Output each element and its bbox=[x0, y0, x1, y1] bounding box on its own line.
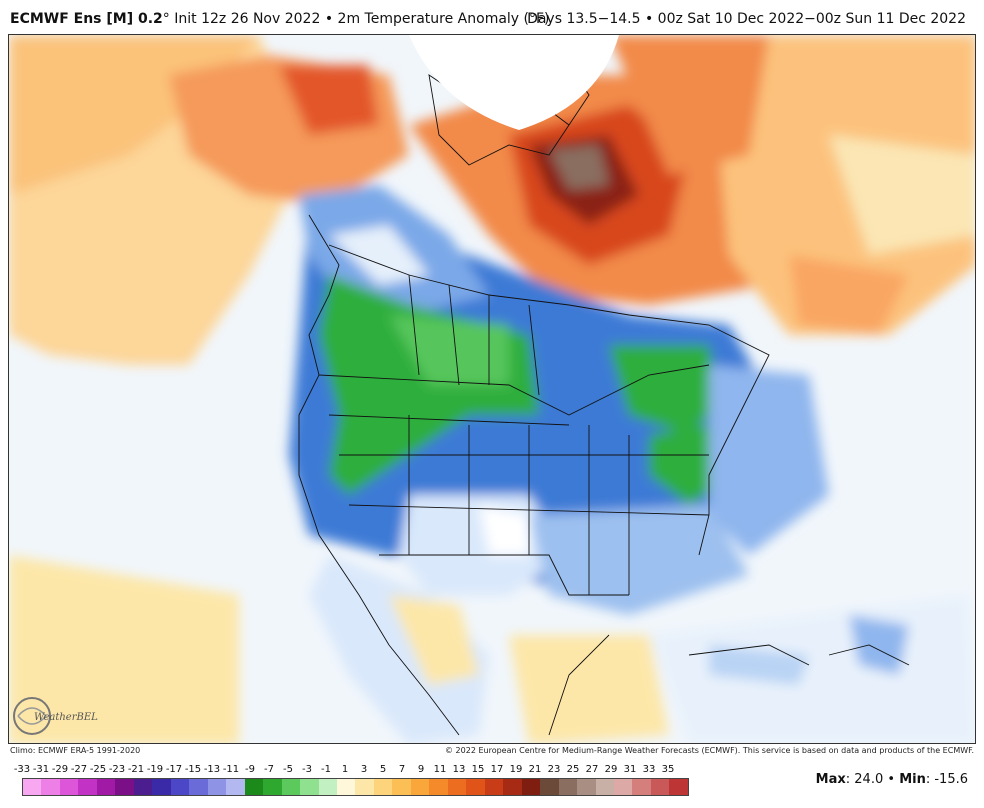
logo-text: WeatherBELL bbox=[34, 712, 98, 723]
colorbar-tick-label: 19 bbox=[509, 764, 523, 775]
colorbar-swatch bbox=[614, 779, 633, 795]
colorbar-swatch bbox=[669, 779, 688, 795]
colorbar-tick-label: 21 bbox=[528, 764, 542, 775]
max-label: Max bbox=[815, 772, 846, 787]
colorbar-swatch bbox=[41, 779, 60, 795]
colorbar-swatch bbox=[447, 779, 467, 795]
colorbar-tick-label: 7 bbox=[398, 764, 406, 775]
colorbar-tick-label: -9 bbox=[245, 764, 255, 775]
min-value: -15.6 bbox=[934, 772, 968, 787]
colorbar-tick-label: 29 bbox=[604, 764, 618, 775]
colorbar-swatch bbox=[170, 779, 190, 795]
copyright-note: © 2022 European Centre for Medium-Range … bbox=[445, 746, 974, 755]
header: ECMWF Ens [M] 0.2° Init 12z 26 Nov 2022 … bbox=[0, 0, 984, 34]
degree-sign: ° bbox=[162, 11, 170, 27]
bullet: • bbox=[324, 11, 334, 27]
colorbar-swatch bbox=[78, 779, 97, 795]
colorbar-swatch bbox=[392, 779, 411, 795]
colorbar-swatch bbox=[281, 779, 301, 795]
colorbar-swatch bbox=[189, 779, 208, 795]
max-min-stats: Max: 24.0 • Min: -15.6 bbox=[815, 772, 968, 787]
colorbar-tick-label: 11 bbox=[433, 764, 447, 775]
stats-separator: • bbox=[887, 772, 896, 787]
colorbar-tick-label: -21 bbox=[127, 764, 145, 775]
colorbar-tick-label: -7 bbox=[264, 764, 274, 775]
map-panel bbox=[8, 34, 976, 744]
colorbar-tick-label: -25 bbox=[89, 764, 107, 775]
colorbar-swatches bbox=[22, 778, 689, 796]
colorbar-swatch bbox=[558, 779, 578, 795]
colorbar-swatch bbox=[244, 779, 264, 795]
title: ECMWF Ens [M] 0.2° Init 12z 26 Nov 2022 … bbox=[10, 11, 550, 27]
colorbar-tick-label: 35 bbox=[661, 764, 675, 775]
colorbar-tick-label: 9 bbox=[417, 764, 425, 775]
colorbar-swatch bbox=[650, 779, 670, 795]
colorbar-swatch bbox=[300, 779, 319, 795]
colorbar-tick-label: 31 bbox=[623, 764, 637, 775]
polar-gap bbox=[409, 35, 619, 130]
colorbar-tick-label: 5 bbox=[379, 764, 387, 775]
max-value: 24.0 bbox=[854, 772, 884, 787]
borders bbox=[298, 64, 910, 736]
colorbar-swatch bbox=[96, 779, 116, 795]
colorbar-tick-label: 1 bbox=[341, 764, 349, 775]
colorbar-swatch bbox=[632, 779, 651, 795]
colorbar-tick-label: 33 bbox=[642, 764, 656, 775]
colorbar-tick-label: -1 bbox=[321, 764, 331, 775]
colorbar-swatch bbox=[318, 779, 337, 795]
colorbar-tick-label: -3 bbox=[302, 764, 312, 775]
colorbar-tick-label: 3 bbox=[360, 764, 368, 775]
colorbar-swatch bbox=[373, 779, 393, 795]
colorbar-tick-label: -29 bbox=[51, 764, 69, 775]
colorbar-swatch bbox=[355, 779, 374, 795]
colorbar-swatch bbox=[226, 779, 245, 795]
colorbar-tick-label: 25 bbox=[566, 764, 580, 775]
colorbar-tick-label: 23 bbox=[547, 764, 561, 775]
colorbar-labels: -33 -31 -29 -27 -25 -23 -21 -19 -17 -15 -13 -11 -9 -7… bbox=[10, 762, 710, 776]
init-time: Init 12z 26 Nov 2022 bbox=[174, 11, 321, 27]
colorbar-tick-label: -5 bbox=[283, 764, 293, 775]
colorbar-tick-label: -33 bbox=[13, 764, 31, 775]
climo-note: Climo: ECMWF ERA-5 1991-2020 bbox=[10, 746, 141, 755]
colorbar-swatch bbox=[484, 779, 504, 795]
colorbar-swatch bbox=[540, 779, 559, 795]
colorbar-swatch bbox=[521, 779, 541, 795]
colorbar-tick-label: 27 bbox=[585, 764, 599, 775]
colorbar-tick-label: -11 bbox=[222, 764, 240, 775]
colorbar-tick-label: -19 bbox=[146, 764, 164, 775]
colorbar-tick-label: -15 bbox=[184, 764, 202, 775]
colorbar-swatch bbox=[336, 779, 356, 795]
colorbar-swatch bbox=[59, 779, 79, 795]
anomaly-map bbox=[9, 35, 975, 743]
colorbar-tick-label: -17 bbox=[165, 764, 183, 775]
colorbar-swatch bbox=[115, 779, 134, 795]
colorbar-tick-label: 17 bbox=[490, 764, 504, 775]
colorbar-swatch bbox=[503, 779, 522, 795]
model-name: ECMWF Ens [M] 0.2 bbox=[10, 11, 163, 27]
colorbar-swatch bbox=[410, 779, 430, 795]
colorbar-swatch bbox=[466, 779, 485, 795]
colorbar-swatch bbox=[152, 779, 171, 795]
colorbar-tick-label: -13 bbox=[203, 764, 221, 775]
colorbar-swatch bbox=[595, 779, 614, 795]
colorbar-tick-label: 13 bbox=[452, 764, 466, 775]
colorbar: -33 -31 -29 -27 -25 -23 -21 -19 -17 -15 -13 -11 -9 -7… bbox=[10, 762, 710, 802]
colorbar-swatch bbox=[577, 779, 596, 795]
valid-period: Days 13.5−14.5 • 00z Sat 10 Dec 2022−00z… bbox=[527, 11, 966, 27]
weatherbell-logo: WeatherBELL bbox=[12, 692, 105, 740]
variable-name: 2m Temperature Anomaly (°F) bbox=[337, 11, 550, 27]
colorbar-swatch bbox=[23, 779, 42, 795]
colorbar-swatch bbox=[429, 779, 448, 795]
colorbar-swatch bbox=[133, 779, 153, 795]
colorbar-tick-label: -27 bbox=[70, 764, 88, 775]
colorbar-tick-label: -23 bbox=[108, 764, 126, 775]
min-label: Min bbox=[899, 772, 926, 787]
colorbar-swatch bbox=[207, 779, 227, 795]
colorbar-swatch bbox=[263, 779, 282, 795]
colorbar-tick-label: -31 bbox=[32, 764, 50, 775]
colorbar-tick-label: 15 bbox=[471, 764, 485, 775]
